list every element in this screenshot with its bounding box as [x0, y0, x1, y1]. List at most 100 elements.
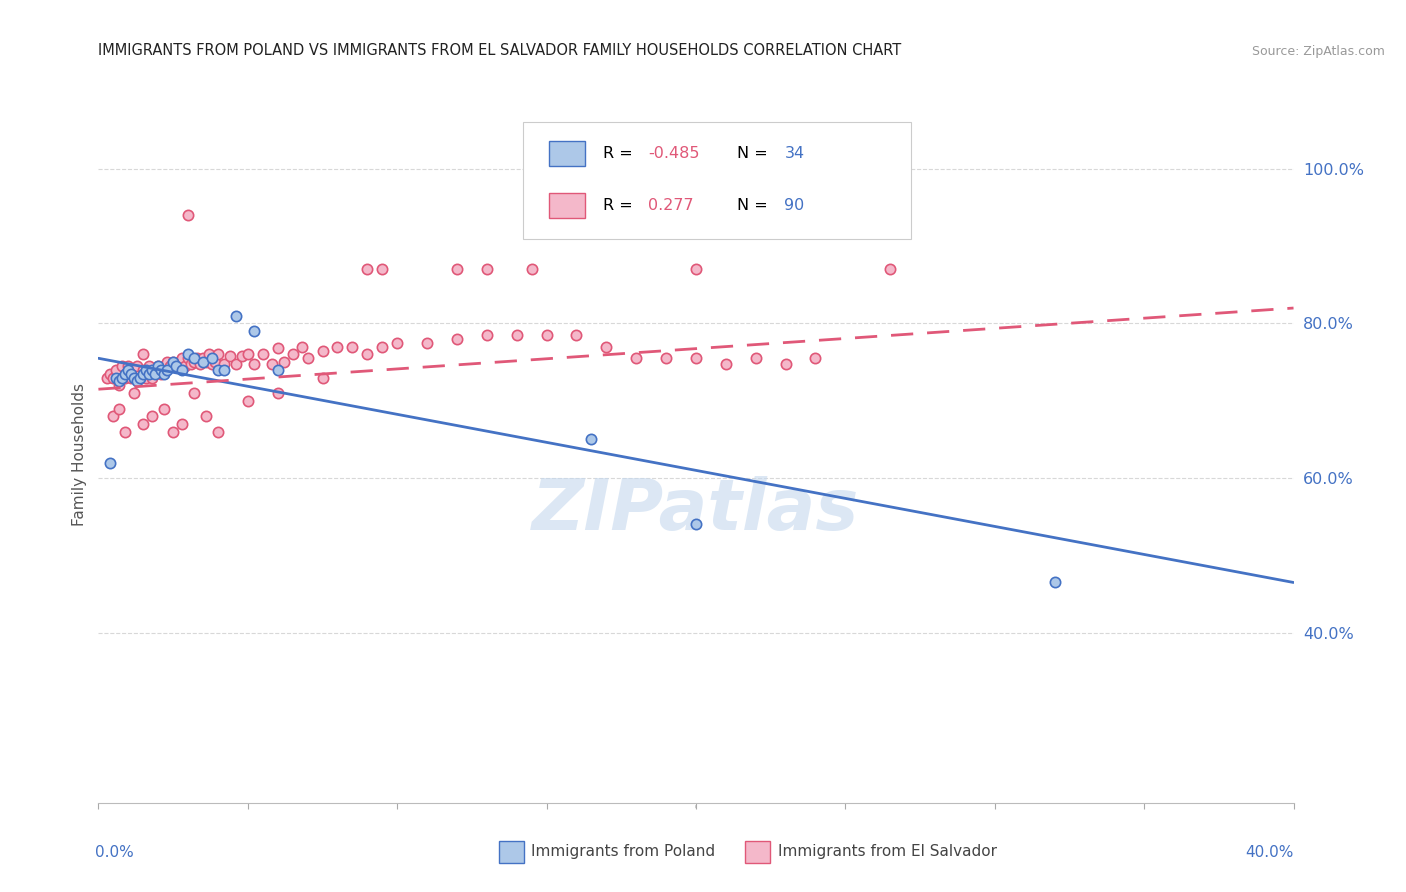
- Point: [446, 332, 468, 346]
- Point: [565, 328, 588, 343]
- Text: N =: N =: [737, 146, 772, 161]
- Point: [114, 425, 136, 439]
- Point: [172, 351, 194, 366]
- Point: [188, 357, 211, 371]
- Point: [204, 355, 226, 369]
- Point: [114, 370, 136, 384]
- Point: [290, 340, 312, 354]
- Point: [162, 355, 184, 369]
- FancyBboxPatch shape: [548, 194, 585, 219]
- FancyBboxPatch shape: [523, 122, 911, 239]
- Point: [111, 370, 134, 384]
- Point: [177, 347, 200, 361]
- Point: [311, 343, 333, 358]
- Text: N =: N =: [737, 198, 772, 213]
- Point: [804, 351, 827, 366]
- Point: [371, 262, 394, 277]
- Point: [132, 367, 155, 381]
- Point: [536, 328, 558, 343]
- Point: [141, 409, 163, 424]
- Text: 0.277: 0.277: [648, 198, 693, 213]
- Point: [156, 355, 179, 369]
- Point: [117, 363, 139, 377]
- Point: [685, 262, 707, 277]
- Point: [124, 370, 146, 384]
- Point: [114, 367, 136, 381]
- Point: [685, 517, 707, 532]
- Point: [186, 351, 208, 366]
- Point: [148, 359, 170, 373]
- Point: [172, 363, 194, 377]
- Point: [446, 262, 468, 277]
- Point: [281, 347, 304, 361]
- Point: [714, 357, 737, 371]
- Point: [172, 417, 194, 431]
- Point: [267, 341, 290, 355]
- Text: -0.485: -0.485: [648, 146, 700, 161]
- Point: [201, 357, 224, 371]
- Point: [120, 367, 142, 381]
- Point: [177, 351, 200, 366]
- Point: [105, 370, 128, 384]
- Y-axis label: Family Households: Family Households: [72, 384, 87, 526]
- Point: [1043, 575, 1066, 590]
- Point: [267, 363, 290, 377]
- Point: [141, 370, 163, 384]
- Point: [356, 347, 378, 361]
- Point: [124, 370, 146, 384]
- Point: [745, 351, 768, 366]
- Text: IMMIGRANTS FROM POLAND VS IMMIGRANTS FROM EL SALVADOR FAMILY HOUSEHOLDS CORRELAT: IMMIGRANTS FROM POLAND VS IMMIGRANTS FRO…: [98, 43, 901, 58]
- Point: [162, 425, 184, 439]
- Point: [243, 324, 266, 338]
- Point: [191, 355, 214, 369]
- Point: [201, 351, 224, 366]
- Point: [117, 363, 139, 377]
- Point: [129, 370, 152, 384]
- Point: [153, 367, 176, 381]
- Point: [297, 351, 319, 366]
- Point: [252, 347, 274, 361]
- Point: [138, 359, 160, 373]
- Point: [111, 359, 134, 373]
- Point: [124, 386, 146, 401]
- Point: [267, 386, 290, 401]
- Point: [326, 340, 349, 354]
- Point: [655, 351, 678, 366]
- Point: [416, 335, 439, 350]
- Point: [165, 359, 187, 373]
- Text: Immigrants from Poland: Immigrants from Poland: [531, 845, 716, 859]
- Point: [108, 401, 131, 416]
- Point: [212, 363, 235, 377]
- Text: 90: 90: [785, 198, 804, 213]
- Point: [219, 349, 242, 363]
- Point: [105, 363, 128, 377]
- Text: Immigrants from El Salvador: Immigrants from El Salvador: [778, 845, 997, 859]
- Point: [371, 340, 394, 354]
- Point: [153, 401, 176, 416]
- FancyBboxPatch shape: [548, 141, 585, 166]
- Text: Source: ZipAtlas.com: Source: ZipAtlas.com: [1251, 45, 1385, 58]
- Point: [98, 367, 122, 381]
- Point: [225, 309, 247, 323]
- Point: [194, 355, 218, 369]
- Point: [153, 363, 176, 377]
- Point: [132, 363, 155, 377]
- Text: R =: R =: [603, 198, 643, 213]
- Point: [103, 370, 125, 384]
- Point: [273, 355, 295, 369]
- Point: [581, 433, 603, 447]
- Point: [96, 370, 118, 384]
- Point: [356, 262, 378, 277]
- Point: [150, 363, 173, 377]
- Point: [177, 208, 200, 222]
- Point: [194, 409, 218, 424]
- Point: [231, 349, 253, 363]
- Point: [143, 363, 166, 377]
- Point: [162, 355, 184, 369]
- Point: [165, 359, 187, 373]
- Point: [342, 340, 364, 354]
- Point: [129, 370, 152, 384]
- Point: [207, 347, 229, 361]
- Point: [225, 357, 247, 371]
- Text: 0.0%: 0.0%: [96, 846, 134, 860]
